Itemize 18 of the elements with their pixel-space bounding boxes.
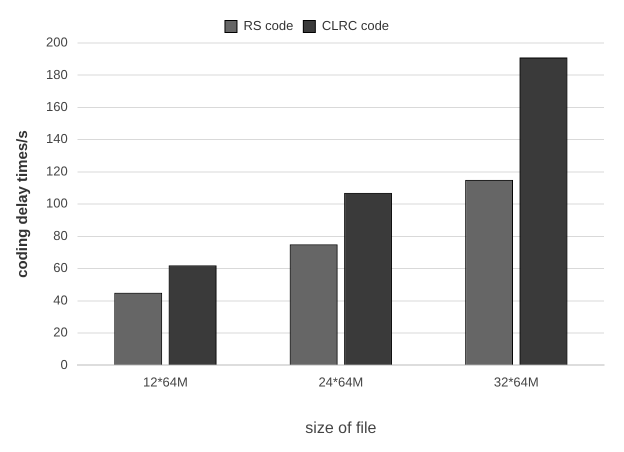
y-tick-label: 40 (53, 292, 68, 308)
x-tick-label: 12*64M (143, 374, 188, 390)
y-tick-label: 140 (46, 131, 68, 146)
y-tick-label: 120 (46, 163, 68, 178)
y-tick-label: 20 (53, 324, 68, 340)
legend-label: RS code (243, 18, 294, 34)
y-tick-label: 180 (46, 66, 68, 82)
y-tick-label: 200 (46, 34, 68, 50)
y-tick-label: 60 (53, 260, 68, 276)
x-tick-label: 32*64M (494, 374, 539, 390)
y-tick-label: 100 (46, 196, 68, 211)
y-tick-label: 160 (46, 99, 68, 114)
y-tick-label: 80 (53, 228, 68, 243)
y-axis-title: coding delay times/s (14, 130, 32, 278)
legend-label: CLRC code (322, 18, 390, 34)
x-tick-label: 24*64M (318, 374, 364, 390)
y-tick-label: 0 (60, 356, 68, 372)
x-axis-title: size of file (305, 420, 377, 437)
